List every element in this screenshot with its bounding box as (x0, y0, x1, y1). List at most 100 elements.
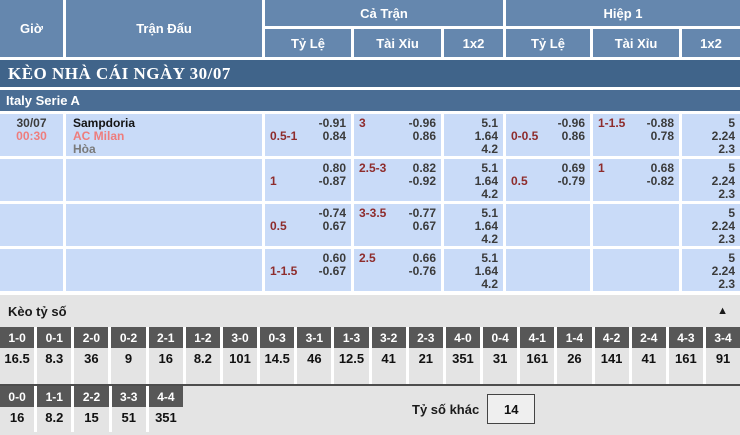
score-odds[interactable]: 8.3 (37, 348, 72, 384)
score-odds[interactable]: 46 (297, 348, 332, 384)
score-odds[interactable]: 161 (520, 348, 555, 384)
odds-value[interactable]: 0.67 (412, 219, 436, 233)
odds-value[interactable]: 0.84 (322, 129, 346, 143)
odds-value[interactable]: 1.64 (474, 129, 498, 143)
other-score-odds[interactable]: 14 (487, 394, 536, 424)
odds-value[interactable]: 0.60 (322, 251, 346, 265)
score-odds[interactable]: 41 (371, 348, 406, 384)
ft-1x2-cell[interactable]: 5.1 1.64 4.2 (444, 159, 503, 201)
ft-overunder-cell[interactable]: 2.5 0.66 -0.76 (354, 249, 441, 291)
score-odds[interactable]: 15 (74, 407, 109, 432)
score-odds[interactable]: 14.5 (260, 348, 295, 384)
ft-overunder-cell[interactable]: 2.5-3 0.82 -0.92 (354, 159, 441, 201)
ft-1x2-cell[interactable]: 5.1 1.64 4.2 (444, 204, 503, 246)
ft-overunder-cell[interactable]: 3 -0.96 0.86 (354, 114, 441, 156)
score-odds[interactable]: 51 (111, 407, 146, 432)
score-odds[interactable]: 31 (483, 348, 518, 384)
odds-value[interactable]: 1.64 (474, 219, 498, 233)
h1-handicap-cell[interactable]: 0.69 0.5 -0.79 (506, 159, 590, 201)
h1-1x2-cell[interactable]: 5 2.24 2.3 (682, 159, 740, 201)
score-odds[interactable]: 12.5 (334, 348, 369, 384)
odds-value[interactable]: 1.64 (474, 264, 498, 278)
score-odds[interactable]: 9 (111, 348, 146, 384)
ft-1x2-cell[interactable]: 5.1 1.64 4.2 (444, 114, 503, 156)
odds-value[interactable]: -0.91 (318, 116, 346, 130)
odds-value[interactable]: 0.68 (650, 161, 674, 175)
h1-handicap-cell[interactable]: -0.96 0-0.5 0.86 (506, 114, 590, 156)
odds-value[interactable]: 4.2 (481, 187, 498, 201)
h1-overunder-cell[interactable]: 1 0.68 -0.82 (593, 159, 679, 201)
ft-overunder-cell[interactable]: 3-3.5 -0.77 0.67 (354, 204, 441, 246)
odds-value[interactable]: -0.88 (646, 116, 674, 130)
odds-value[interactable]: 5.1 (481, 116, 498, 130)
column-header-h1-overunder: Tài Xỉu (593, 29, 679, 57)
h1-1x2-cell[interactable]: 5 2.24 2.3 (682, 204, 740, 246)
h1-overunder-cell (593, 249, 679, 291)
score-odds[interactable]: 91 (705, 348, 740, 384)
odds-value[interactable]: 2.24 (711, 174, 735, 188)
h1-1x2-cell[interactable]: 5 2.24 2.3 (682, 114, 740, 156)
odds-value[interactable]: 0.69 (561, 161, 585, 175)
ft-handicap-cell[interactable]: 0.60 1-1.5 -0.67 (265, 249, 351, 291)
odds-value[interactable]: 2.3 (718, 142, 735, 156)
score-label: 0-0 (0, 386, 35, 407)
group-header-full-time: Cả Trận (265, 0, 503, 26)
score-odds[interactable]: 8.2 (37, 407, 72, 432)
odds-value[interactable]: 5.1 (481, 161, 498, 175)
h1-1x2-cell[interactable]: 5 2.24 2.3 (682, 249, 740, 291)
score-odds[interactable]: 41 (631, 348, 666, 384)
odds-value[interactable]: -0.74 (318, 206, 346, 220)
score-odds[interactable]: 16 (148, 348, 183, 384)
h1-overunder-cell[interactable]: 1-1.5 -0.88 0.78 (593, 114, 679, 156)
odds-value[interactable]: 5 (728, 161, 735, 175)
odds-value[interactable]: -0.96 (408, 116, 436, 130)
odds-value[interactable]: 0.66 (412, 251, 436, 265)
score-odds[interactable]: 8.2 (185, 348, 220, 384)
odds-value[interactable]: 2.3 (718, 232, 735, 246)
odds-value[interactable]: 5.1 (481, 206, 498, 220)
odds-value[interactable]: -0.79 (557, 174, 585, 188)
odds-value[interactable]: 2.24 (711, 219, 735, 233)
odds-value[interactable]: 5 (728, 206, 735, 220)
odds-value[interactable]: 2.24 (711, 264, 735, 278)
odds-value[interactable]: 0.86 (561, 129, 585, 143)
odds-value[interactable]: -0.82 (646, 174, 674, 188)
odds-value[interactable]: 0.86 (412, 129, 436, 143)
odds-value[interactable]: 4.2 (481, 232, 498, 246)
score-odds[interactable]: 101 (222, 348, 258, 384)
odds-value[interactable]: -0.96 (557, 116, 585, 130)
odds-value[interactable]: 1.64 (474, 174, 498, 188)
odds-value[interactable]: 4.2 (481, 142, 498, 156)
score-odds[interactable]: 16.5 (0, 348, 35, 384)
ft-handicap-cell[interactable]: 0.80 1 -0.87 (265, 159, 351, 201)
ft-handicap-cell[interactable]: -0.91 0.5-1 0.84 (265, 114, 351, 156)
score-odds[interactable]: 351 (445, 348, 481, 384)
odds-value[interactable]: 0.67 (322, 219, 346, 233)
odds-value[interactable]: 0.82 (412, 161, 436, 175)
odds-value[interactable]: 5.1 (481, 251, 498, 265)
odds-value[interactable]: 5 (728, 116, 735, 130)
ft-1x2-cell[interactable]: 5.1 1.64 4.2 (444, 249, 503, 291)
odds-value[interactable]: -0.76 (408, 264, 436, 278)
odds-value[interactable]: 2.3 (718, 277, 735, 291)
odds-value[interactable]: -0.77 (408, 206, 436, 220)
score-label: 3-0 (222, 327, 258, 348)
odds-value[interactable]: -0.87 (318, 174, 346, 188)
odds-value[interactable]: 0.78 (650, 129, 674, 143)
score-odds[interactable]: 141 (594, 348, 629, 384)
odds-value[interactable]: 0.80 (322, 161, 346, 175)
odds-value[interactable]: 5 (728, 251, 735, 265)
score-odds[interactable]: 351 (148, 407, 184, 432)
score-odds[interactable]: 36 (74, 348, 109, 384)
score-odds[interactable]: 16 (0, 407, 35, 432)
ft-handicap-cell[interactable]: -0.74 0.5 0.67 (265, 204, 351, 246)
odds-value[interactable]: 4.2 (481, 277, 498, 291)
score-odds[interactable]: 161 (668, 348, 703, 384)
odds-value[interactable]: -0.92 (408, 174, 436, 188)
score-odds[interactable]: 21 (408, 348, 443, 384)
odds-value[interactable]: 2.3 (718, 187, 735, 201)
odds-value[interactable]: 2.24 (711, 129, 735, 143)
score-odds[interactable]: 26 (557, 348, 592, 384)
odds-value[interactable]: -0.67 (318, 264, 346, 278)
collapse-icon[interactable]: ▲ (717, 305, 728, 317)
